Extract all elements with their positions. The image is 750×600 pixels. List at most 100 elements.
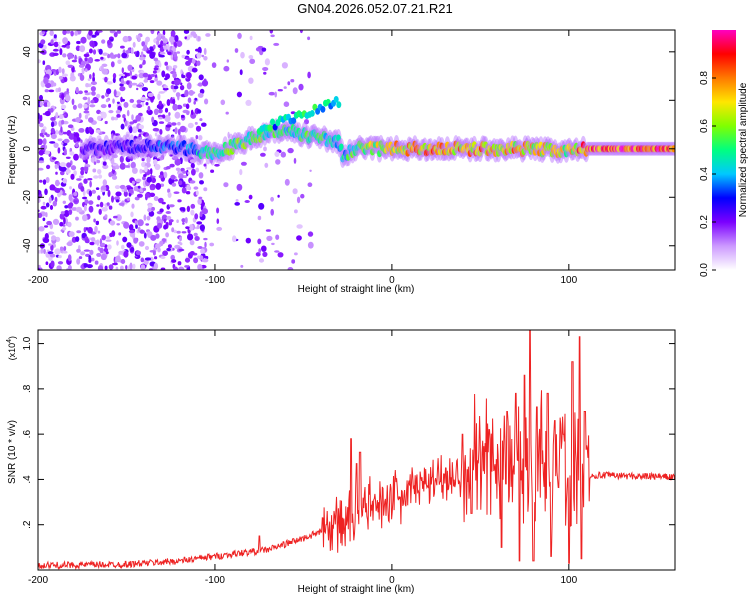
heatmap-speckle	[143, 232, 147, 239]
heatmap-speckle	[132, 103, 138, 109]
heatmap-speckle	[109, 30, 116, 34]
heatmap-speckle	[236, 183, 243, 191]
heatmap-speckle	[170, 174, 176, 180]
heatmap-speckle	[204, 98, 209, 105]
heatmap-speckle	[70, 165, 77, 171]
colorbar-ticks: 0.0 0.2 0.4 0.6 0.8	[699, 71, 716, 277]
heatmap-speckle	[149, 187, 155, 191]
heatmap-speckle	[100, 189, 106, 193]
heatmap-branch-cell	[336, 101, 342, 109]
heatmap-speckle	[155, 182, 162, 190]
heatmap-speckle	[153, 262, 159, 270]
heatmap-speckle	[131, 180, 135, 185]
heatmap-speckle	[274, 250, 280, 253]
heatmap-speckle	[78, 256, 83, 260]
heatmap-speckle	[181, 187, 187, 194]
heatmap-speckle	[89, 249, 94, 256]
heatmap-speckle	[154, 132, 158, 137]
heatmap-branch-cell	[270, 118, 275, 126]
heatmap-speckle	[131, 114, 134, 121]
heatmap-speckle	[92, 76, 95, 83]
heatmap-speckle	[102, 161, 107, 166]
heatmap-speckle	[309, 169, 312, 172]
snr-ylabel: SNR (10 * v/v)	[7, 420, 18, 484]
heatmap-speckle	[170, 254, 175, 261]
heatmap-speckle	[44, 145, 48, 149]
heatmap-speckle	[65, 169, 71, 174]
heatmap-speckle	[152, 159, 158, 165]
heatmap-speckle	[162, 37, 168, 44]
heatmap-speckle	[151, 116, 155, 123]
heatmap-speckle	[165, 166, 171, 170]
heatmap-speckle	[105, 236, 111, 240]
heatmap-speckle	[245, 237, 251, 244]
heatmap-speckle	[46, 164, 51, 170]
heatmap-speckle	[211, 62, 217, 68]
heatmap-speckle	[191, 67, 198, 73]
heatmap-speckle	[160, 40, 164, 48]
heatmap-speckle	[186, 184, 190, 190]
heatmap-speckle	[152, 70, 157, 74]
heatmap-speckle	[197, 264, 203, 270]
heatmap-speckle	[203, 47, 207, 56]
heatmap-speckle	[184, 265, 190, 268]
heatmap-speckle	[84, 92, 91, 96]
heatmap-speckle	[163, 171, 168, 179]
heatmap-speckle	[88, 126, 93, 133]
heatmap-speckle	[144, 245, 150, 251]
heatmap-speckle	[115, 165, 120, 170]
heatmap-speckle	[123, 221, 130, 229]
heatmap-speckle	[83, 178, 88, 184]
colorbar-tick-label: 0.4	[699, 167, 710, 181]
heatmap-speckle	[104, 214, 108, 219]
heatmap-speckle	[134, 220, 138, 225]
heatmap-speckle	[300, 193, 305, 199]
heatmap-speckle	[180, 114, 185, 118]
heatmap-speckle	[201, 122, 207, 127]
heatmap-speckle	[190, 109, 194, 116]
heatmap-speckle	[156, 80, 163, 86]
heatmap-speckle	[240, 161, 247, 166]
heatmap-speckle	[171, 182, 177, 187]
heatmap-speckle	[116, 223, 120, 226]
heatmap-speckle	[277, 194, 280, 198]
heatmap-speckle	[204, 241, 207, 248]
heatmap-speckle	[83, 249, 90, 252]
heatmap-speckle	[53, 142, 59, 148]
heatmap-speckle	[77, 103, 83, 109]
heatmap-speckle	[131, 203, 135, 209]
heatmap-speckle	[126, 197, 131, 201]
heatmap-speckle	[248, 55, 254, 59]
heatmap-speckle	[234, 48, 239, 53]
heatmap-speckle	[292, 87, 298, 95]
heatmap-speckle	[61, 119, 65, 125]
heatmap-speckle	[93, 161, 97, 165]
heatmap-speckle	[90, 81, 97, 86]
heatmap-speckle	[68, 133, 75, 140]
heatmap-speckle	[235, 199, 239, 202]
heatmap-speckle	[79, 45, 86, 53]
heatmap-speckle	[216, 218, 220, 224]
heatmap-speckle	[66, 88, 69, 93]
heatmap-speckle	[128, 126, 133, 134]
heatmap-speckle	[155, 243, 162, 248]
heatmap-speckle	[143, 44, 148, 52]
heatmap-speckle	[261, 245, 267, 252]
heatmap-speckle	[196, 60, 201, 66]
heatmap-speckle	[75, 45, 81, 52]
heatmap-speckle	[133, 237, 138, 244]
heatmap-speckle	[94, 225, 98, 233]
heatmap-branch-cell	[291, 117, 297, 124]
heatmap-speckle	[191, 168, 196, 176]
heatmap-speckle	[175, 92, 181, 98]
heatmap-speckle	[67, 64, 74, 69]
heatmap-speckle	[167, 43, 170, 51]
heatmap-speckle	[99, 247, 104, 254]
heatmap-speckle	[87, 78, 91, 81]
heatmap-speckle	[97, 30, 103, 33]
heatmap-speckle	[142, 187, 147, 191]
heatmap-speckle	[181, 54, 186, 59]
heatmap-speckle	[90, 86, 96, 92]
heatmap-speckle	[45, 212, 48, 218]
heatmap-speckle	[100, 56, 104, 60]
